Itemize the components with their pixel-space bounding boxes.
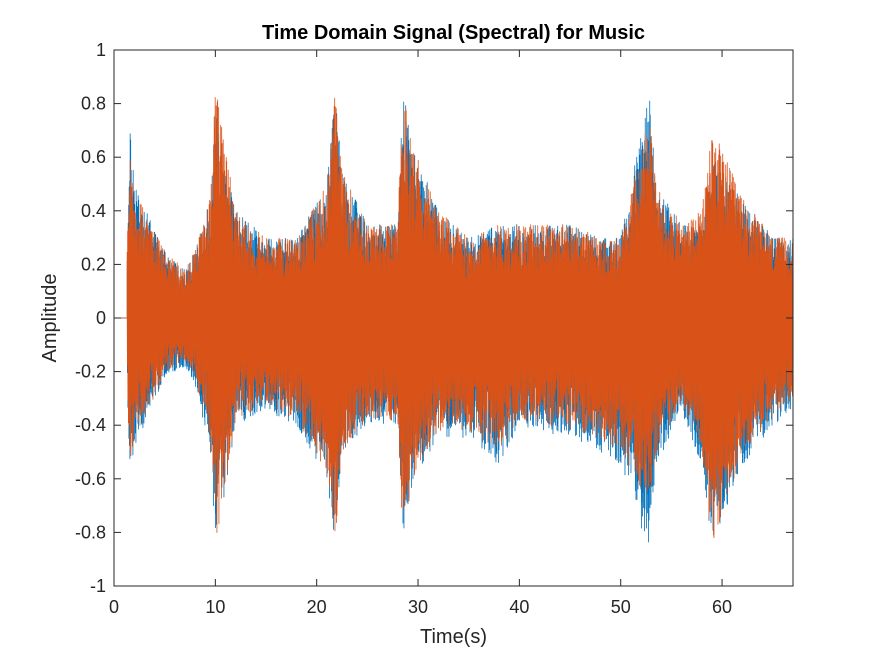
x-tick-label: 60 bbox=[712, 597, 732, 617]
x-axis-label: Time(s) bbox=[420, 626, 487, 648]
y-tick-label: 1 bbox=[96, 40, 106, 60]
y-tick-label: -0.4 bbox=[75, 415, 106, 435]
x-tick-label: 20 bbox=[307, 597, 327, 617]
ticks-layer: 0 10 20 30 40 50 60 -1 -0.8 -0.6 -0.4 -0.2 0 0.2 0.4 0.… bbox=[75, 40, 793, 617]
y-tick-label: -1 bbox=[90, 576, 106, 596]
y-tick-label: -0.2 bbox=[75, 362, 106, 382]
y-tick-label: 0.6 bbox=[81, 147, 106, 167]
y-tick-label: 0.2 bbox=[81, 254, 106, 274]
y-tick-label: 0.8 bbox=[81, 94, 106, 114]
x-tick-label: 0 bbox=[109, 597, 119, 617]
chart-title: Time Domain Signal (Spectral) for Music bbox=[262, 22, 645, 44]
x-tick-label: 10 bbox=[205, 597, 225, 617]
x-tick-label: 50 bbox=[611, 597, 631, 617]
series-2-line bbox=[114, 97, 794, 539]
y-tick-label: -0.6 bbox=[75, 469, 106, 489]
y-tick-label: 0.4 bbox=[81, 201, 106, 221]
series-layer bbox=[114, 97, 794, 543]
y-axis-label: Amplitude bbox=[39, 274, 61, 363]
x-tick-label: 40 bbox=[509, 597, 529, 617]
y-tick-label: 0 bbox=[96, 308, 106, 328]
x-tick-label: 30 bbox=[408, 597, 428, 617]
y-tick-label: -0.8 bbox=[75, 522, 106, 542]
